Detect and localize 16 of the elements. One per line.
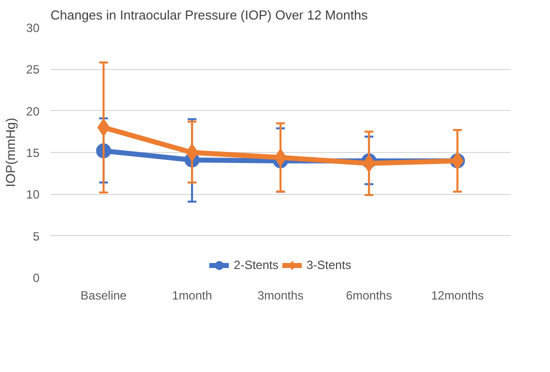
legend-label: 3-Stents <box>306 258 352 272</box>
chart-title: Changes in Intraocular Pressure (IOP) Over 12 Months <box>50 8 368 22</box>
y-axis-title: IOP(mmHg) <box>3 118 18 188</box>
x-tick-label: 6months <box>346 288 392 302</box>
y-tick-label: 10 <box>26 188 40 202</box>
x-tick-label: 12months <box>431 288 484 302</box>
x-tick-label: Baseline <box>80 288 127 302</box>
y-tick-label: 30 <box>26 21 40 35</box>
x-tick-label: 1month <box>172 288 212 302</box>
y-tick-label: 0 <box>32 271 40 285</box>
y-tick-label: 25 <box>26 62 40 77</box>
x-tick-label: 3months <box>257 288 304 302</box>
y-tick-label: 5 <box>32 229 40 244</box>
y-tick-label: 20 <box>26 104 40 118</box>
legend-label: 2-Stents <box>234 258 278 272</box>
y-tick-label: 15 <box>26 146 40 160</box>
